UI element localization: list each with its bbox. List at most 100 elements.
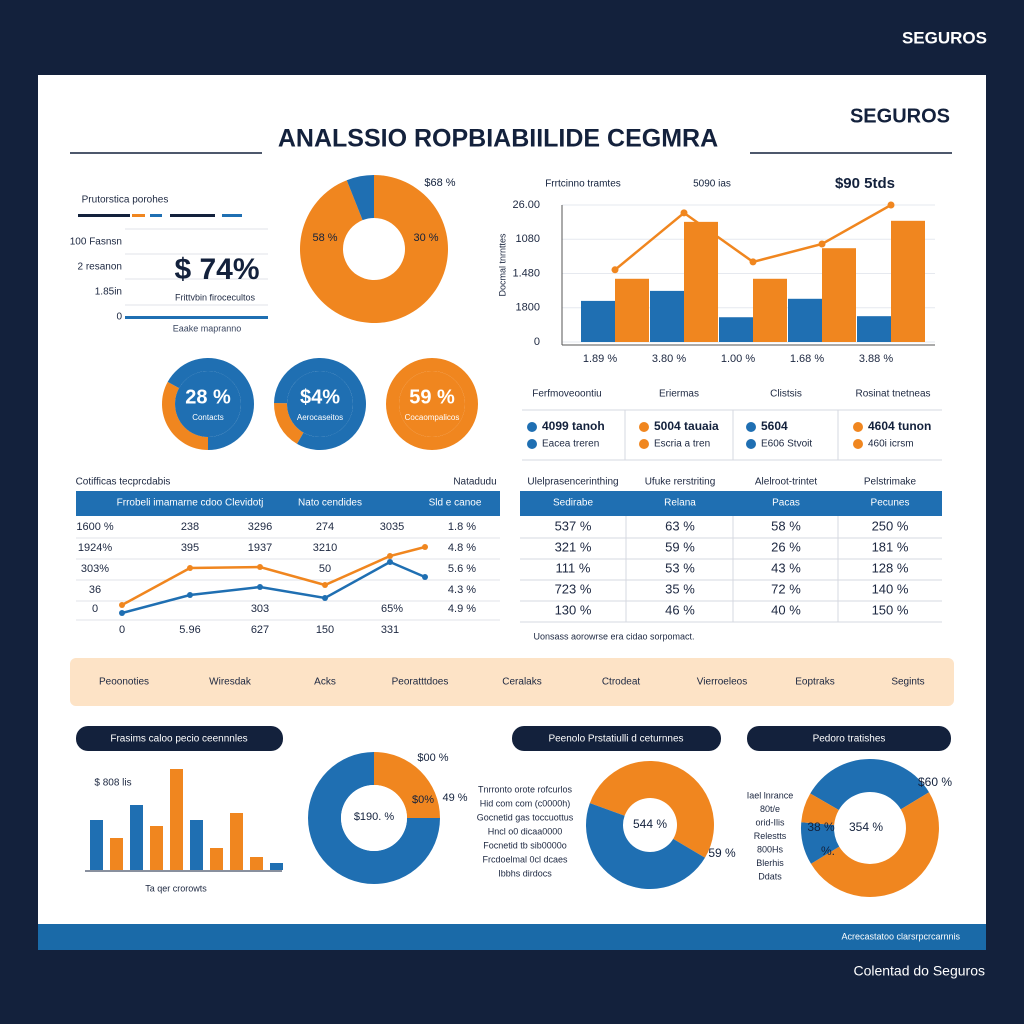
x-tick-label: 5.96 (179, 624, 200, 636)
band-item: Ctrodeat (602, 677, 641, 688)
legend-text: Escria a tren (654, 439, 710, 450)
bar (210, 848, 223, 870)
pie-label: $190. % (354, 811, 395, 823)
ring-center (287, 371, 353, 437)
legend-header: Clistsis (770, 389, 802, 400)
panel-brand: SEGUROS (850, 105, 950, 127)
table-cell: 0 (92, 603, 98, 615)
table-cell: 59 % (665, 539, 695, 554)
kpi-value: $ 74% (174, 253, 259, 286)
bar (788, 298, 822, 342)
table-cell: 1937 (248, 542, 272, 554)
chart-note: 5090 ias (693, 179, 731, 190)
pie-slice (589, 761, 715, 858)
list-item: Frcdoelmal 0cl dcaes (482, 854, 568, 864)
pie-label: 354 % (849, 820, 883, 834)
line (121, 545, 426, 607)
legend-text: Eacea treren (542, 439, 599, 450)
bar (581, 300, 615, 342)
legend-text: 5004 tauaia (654, 419, 719, 433)
line-point (257, 584, 263, 590)
y-tick-label: 0 (534, 336, 540, 348)
legend-dot (527, 439, 537, 449)
table-cell: 537 % (555, 518, 592, 533)
chart-note: Frrtcinno tramtes (545, 179, 621, 190)
line-point (257, 564, 263, 570)
pie-slice (308, 752, 440, 884)
ring-value: $4% (300, 386, 340, 408)
bar (170, 769, 183, 870)
table-cell: 250 % (872, 518, 909, 533)
table-cell: 4.8 % (448, 542, 476, 554)
x-tick-label: 627 (251, 624, 269, 636)
decor (125, 316, 268, 319)
bar (857, 316, 891, 342)
table-cell: 150 % (872, 602, 909, 617)
table-cell: 303 (251, 603, 269, 615)
table-header: Sedirabe (553, 498, 593, 509)
x-tick-label: 1.68 % (790, 353, 824, 365)
band-item: Eoptraks (795, 677, 834, 688)
list-item: 800Hs (757, 844, 784, 854)
table-title: Alelroot-trintet (755, 477, 817, 488)
pie-label: 544 % (633, 817, 667, 831)
table-cell: 26 % (771, 539, 801, 554)
table-header: Sld e canoe (429, 498, 482, 509)
table-cell: 395 (181, 542, 199, 554)
x-tick-label: 1.00 % (721, 353, 755, 365)
pie-label: %. (821, 844, 835, 858)
decor (132, 214, 145, 217)
kpi-caption: Frittvbin firocecultos (175, 292, 256, 302)
pie-slice (167, 358, 254, 450)
pie-slice (801, 822, 840, 864)
list-item: Hid com com (c0000h) (480, 798, 571, 808)
line-point (187, 592, 193, 598)
table-cell: 3210 (313, 542, 337, 554)
legend-header: Eriermas (659, 389, 699, 400)
pie-slice (162, 381, 208, 450)
donut-hole (341, 785, 407, 851)
x-tick-label: 331 (381, 624, 399, 636)
legend-table-frame (522, 409, 942, 461)
table-cell: 321 % (555, 539, 592, 554)
table-cell: 63 % (665, 518, 695, 533)
y-axis-label: Docmal tnrnttes (497, 233, 507, 297)
legend-text: 5604 (761, 419, 788, 433)
list-item: Tnrronto orote rofcurlos (478, 784, 573, 794)
table-title: Natadudu (453, 477, 496, 488)
bar (90, 820, 103, 870)
pie-label: $0% (412, 794, 434, 806)
pill-text: Pedoro tratishes (813, 734, 886, 745)
page-title: ANALSSIO ROPBIABIILIDE CEGMRA (278, 125, 718, 153)
table-cell: 274 (316, 521, 334, 533)
band-item: Wiresdak (209, 677, 252, 688)
pie-slice (300, 174, 449, 323)
table-title: Ufuke rerstriting (645, 477, 716, 488)
legend-text: E606 Stvoit (761, 439, 812, 450)
ring-center (175, 371, 241, 437)
y-tick-label: 1080 (516, 233, 540, 245)
bar (650, 290, 684, 342)
table-cell: 36 (89, 584, 101, 596)
table-header: Frrobeli imamarne cdoo Clevidotj (117, 498, 264, 509)
table-header: Pacas (772, 498, 800, 509)
table-cell: 1600 % (76, 521, 114, 533)
line-point (387, 559, 393, 565)
table-cell: 128 % (872, 560, 909, 575)
legend-dot (746, 439, 756, 449)
table-title: Ulelprasencerinthing (527, 477, 618, 488)
right-table-frame (520, 516, 942, 623)
list-item: 80t/e (760, 804, 780, 814)
pie-label: $00 % (417, 752, 448, 764)
pie-slice (810, 792, 939, 897)
line-point (387, 553, 393, 559)
table-cell: 3035 (380, 521, 404, 533)
kpi-row: 100 Fasnsn (70, 237, 122, 248)
legend-dot (746, 422, 756, 432)
legend-text: 4604 tunon (868, 419, 931, 433)
decor (170, 214, 215, 217)
line-point (887, 201, 895, 209)
pie-label: 30 % (413, 232, 438, 244)
bar (753, 278, 787, 342)
